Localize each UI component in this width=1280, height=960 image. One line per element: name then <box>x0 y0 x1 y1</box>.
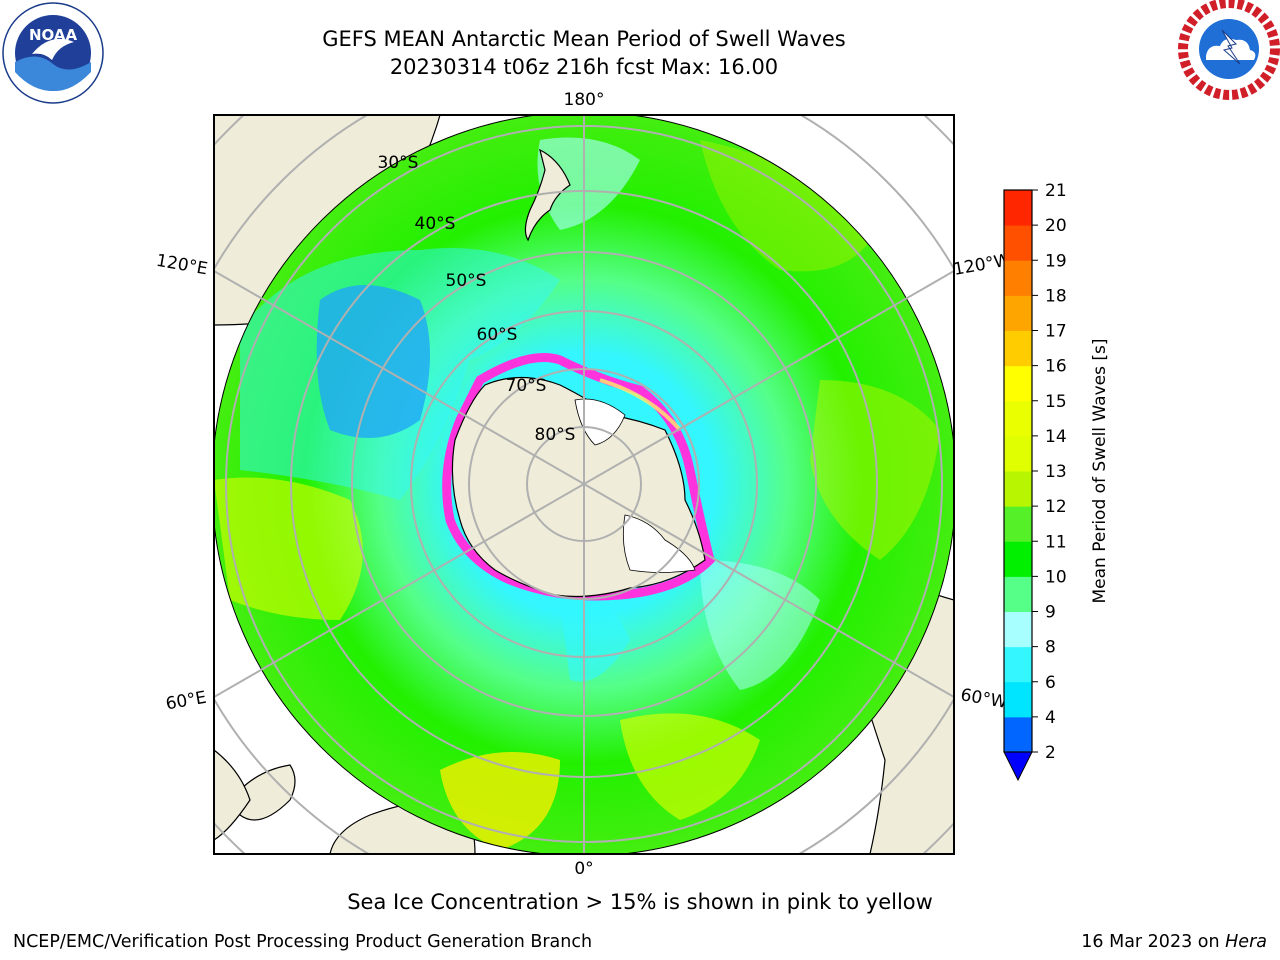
colorbar-band <box>1004 471 1032 507</box>
lat-label-40s: 40°S <box>415 214 456 234</box>
madagascar-land <box>239 764 296 821</box>
colorbar-band <box>1004 400 1032 437</box>
meridian-label-0: 0° <box>574 859 593 879</box>
colorbar-band <box>1004 330 1032 367</box>
colorbar-tick-label: 9 <box>1045 603 1056 623</box>
colorbar-band <box>1004 295 1032 331</box>
credit-text: NCEP/EMC/Verification Post Processing Pr… <box>13 932 593 952</box>
lat-label-60s: 60°S <box>477 325 518 345</box>
chart-title: GEFS MEAN Antarctic Mean Period of Swell… <box>322 27 846 51</box>
colorbar-band <box>1004 365 1032 402</box>
colorbar-band <box>1004 190 1032 226</box>
ice-shelf-weddell <box>622 514 696 573</box>
meridian-label-120e: 120°E <box>155 251 209 280</box>
colorbar-tick-label: 13 <box>1045 462 1067 482</box>
svg-text:NOAA: NOAA <box>29 26 78 44</box>
colorbar-extend-triangle <box>1003 751 1033 782</box>
new-zealand-land <box>524 148 571 242</box>
noaa-logo-icon: NOAA <box>2 2 104 104</box>
colorbar-tick-label: 21 <box>1045 181 1067 201</box>
sea-ice-note: Sea Ice Concentration > 15% is shown in … <box>347 890 933 914</box>
lat-label-70s: 70°S <box>506 376 547 396</box>
date-text: 16 Mar 2023 on <box>1081 932 1226 952</box>
colorbar: 2 4 6 8 9 10 11 12 13 14 15 16 17 18 19 20 21 <box>1003 181 1067 782</box>
chart-subtitle: 20230314 t06z 216h fcst Max: 16.00 <box>389 55 779 79</box>
lat-label-80s: 80°S <box>535 425 576 445</box>
meridian-label-60e: 60°E <box>164 688 208 715</box>
meridian-label-180: 180° <box>564 90 605 110</box>
colorbar-tick-label: 12 <box>1045 497 1067 517</box>
lat-label-30s: 30°S <box>378 153 419 173</box>
colorbar-tick-label: 2 <box>1045 743 1056 763</box>
colorbar-band <box>1004 541 1032 577</box>
meridian-label-60w: 60°W <box>959 685 1009 713</box>
colorbar-tick-label: 10 <box>1045 567 1067 587</box>
colorbar-tick-label: 4 <box>1045 708 1056 728</box>
colorbar-band <box>1004 681 1032 718</box>
colorbar-tick-label: 16 <box>1045 357 1067 377</box>
colorbar-tick-label: 19 <box>1045 251 1067 271</box>
africa-west-land <box>214 749 251 841</box>
colorbar-tick-label: 11 <box>1045 532 1067 552</box>
colorbar-tick-label: 8 <box>1045 638 1056 658</box>
colorbar-tick-label: 6 <box>1045 673 1056 693</box>
colorbar-tick-label: 17 <box>1045 322 1067 342</box>
colorbar-tick-label: 15 <box>1045 392 1067 412</box>
colorbar-band <box>1004 225 1032 261</box>
colorbar-band <box>1004 716 1032 753</box>
colorbar-band <box>1004 260 1032 296</box>
colorbar-tick-label: 14 <box>1045 427 1067 447</box>
colorbar-band <box>1004 611 1032 648</box>
colorbar-tick-label: 20 <box>1045 216 1067 236</box>
date-credit: 16 Mar 2023 on Hera <box>1081 932 1267 952</box>
host-name: Hera <box>1225 932 1267 952</box>
colorbar-band <box>1004 576 1032 612</box>
colorbar-label: Mean Period of Swell Waves [s] <box>1090 339 1110 604</box>
colorbar-band <box>1004 435 1032 472</box>
sea-ice-ring <box>442 353 715 601</box>
colorbar-band <box>1004 506 1032 542</box>
lat-label-50s: 50°S <box>446 271 487 291</box>
nws-logo-icon <box>1178 0 1280 100</box>
colorbar-tick-label: 18 <box>1045 286 1067 306</box>
colorbar-band <box>1004 646 1032 683</box>
